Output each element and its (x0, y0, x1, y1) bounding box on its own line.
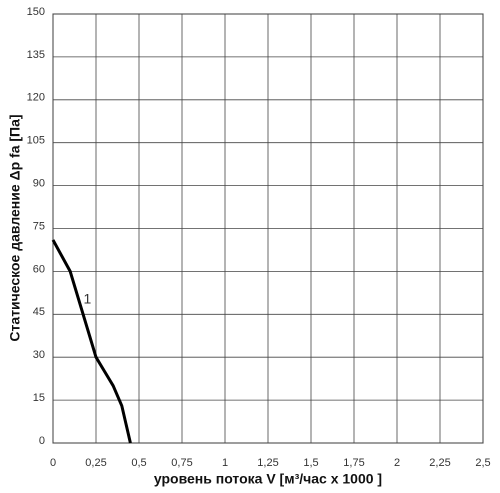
x-tick-label: 1,75 (343, 457, 364, 469)
x-tick-label: 1 (222, 457, 228, 469)
x-tick-label: 2,5 (475, 457, 490, 469)
y-tick-label: 30 (33, 349, 45, 361)
y-tick-label: 90 (33, 178, 45, 190)
curve-label: 1 (84, 291, 92, 307)
y-tick-label: 0 (39, 435, 45, 447)
y-tick-label: 15 (33, 392, 45, 404)
x-tick-label: 0 (50, 457, 56, 469)
y-tick-label: 120 (27, 92, 45, 104)
x-tick-label: 0,75 (171, 457, 192, 469)
x-tick-label: 2,25 (429, 457, 450, 469)
line (51, 239, 132, 444)
x-tick-label: 1,25 (257, 457, 278, 469)
x-axis-title: уровень потока V [м³/час x 1000 ] (154, 471, 382, 487)
y-tick-label: 150 (27, 6, 45, 18)
x-tick-label: 0,5 (131, 457, 146, 469)
y-tick-label: 75 (33, 220, 45, 232)
y-axis-title: Статическое давление Δp fa [Па] (7, 114, 23, 341)
y-tick-label: 60 (33, 263, 45, 275)
y-tick-label: 105 (27, 135, 45, 147)
x-tick-label: 2 (394, 457, 400, 469)
x-tick-label: 1,5 (303, 457, 318, 469)
y-tick-label: 135 (27, 49, 45, 61)
x-tick-label: 0,25 (85, 457, 106, 469)
y-tick-label: 45 (33, 306, 45, 318)
